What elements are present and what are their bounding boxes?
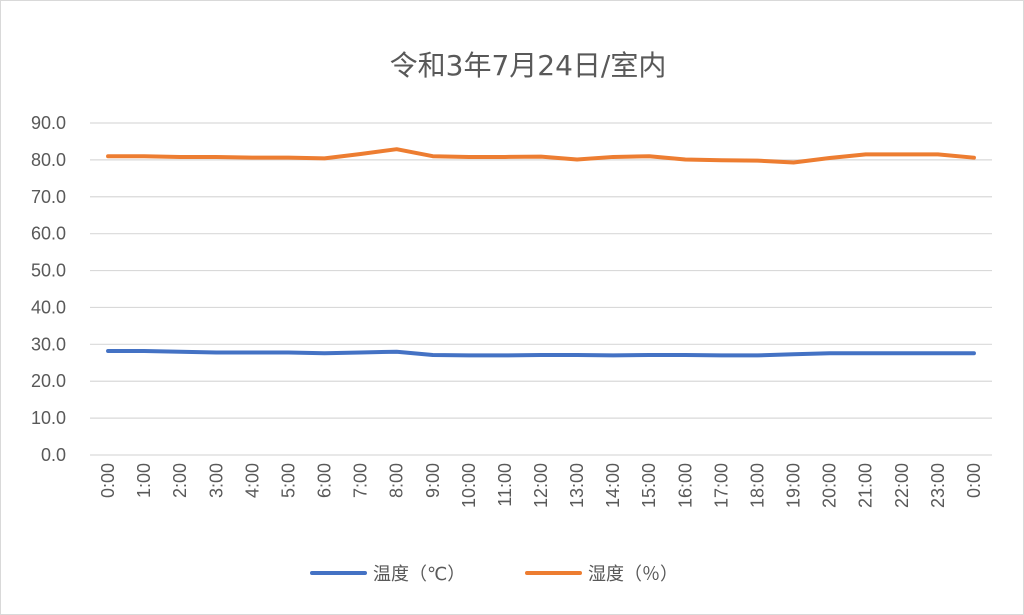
- series-line-0: [106, 348, 976, 358]
- x-tick-label: 7:00: [351, 463, 371, 498]
- x-tick-label: 14:00: [603, 463, 623, 508]
- y-axis-labels: 0.0 10.0 20.0 30.0 40.0 50.0 60.0 70.0 80.0 90.0: [31, 113, 66, 465]
- y-tick-label: 50.0: [31, 261, 66, 281]
- x-tick-label: 0:00: [98, 463, 118, 498]
- x-tick-label: 19:00: [784, 463, 804, 508]
- y-tick-label: 0.0: [41, 445, 66, 465]
- x-tick-label: 0:00: [964, 463, 984, 498]
- y-tick-label: 60.0: [31, 224, 66, 244]
- x-tick-label: 18:00: [747, 463, 767, 508]
- x-tick-label: 2:00: [170, 463, 190, 498]
- x-tick-label: 17:00: [711, 463, 731, 508]
- y-tick-label: 40.0: [31, 297, 66, 317]
- y-tick-label: 20.0: [31, 371, 66, 391]
- x-tick-label: 5:00: [278, 463, 298, 498]
- y-tick-label: 90.0: [31, 113, 66, 133]
- legend-label-1: 湿度（％）: [588, 564, 678, 585]
- x-tick-label: 11:00: [495, 463, 515, 507]
- x-axis-labels: 0:00 1:00 2:00 3:00 4:00 5:00 6:00 7:00 8:00 9:00…: [98, 463, 984, 508]
- x-tick-label: 23:00: [928, 463, 948, 508]
- x-tick-label: 9:00: [423, 463, 443, 498]
- x-tick-label: 10:00: [459, 463, 479, 508]
- x-tick-label: 6:00: [315, 463, 335, 498]
- x-tick-label: 20:00: [820, 463, 840, 508]
- x-tick-label: 13:00: [567, 463, 587, 508]
- x-tick-label: 22:00: [892, 463, 912, 508]
- y-tick-label: 10.0: [31, 408, 66, 428]
- y-tick-label: 70.0: [31, 187, 66, 207]
- y-tick-label: 80.0: [31, 150, 66, 170]
- legend-label-0: 温度（℃）: [373, 564, 465, 585]
- legend: 温度（℃） 湿度（％）: [310, 564, 678, 585]
- series-lines: [106, 147, 976, 358]
- x-tick-label: 3:00: [206, 463, 226, 498]
- series-line-1: [106, 147, 976, 165]
- x-tick-label: 4:00: [242, 463, 262, 498]
- chart-title: 令和3年7月24日/室内: [390, 49, 667, 82]
- x-tick-label: 21:00: [856, 463, 876, 508]
- x-tick-label: 1:00: [134, 463, 154, 498]
- x-tick-label: 12:00: [531, 463, 551, 508]
- x-tick-label: 16:00: [675, 463, 695, 508]
- y-tick-label: 30.0: [31, 334, 66, 354]
- x-tick-label: 8:00: [387, 463, 407, 498]
- gridlines: [90, 122, 992, 456]
- x-tick-label: 15:00: [639, 463, 659, 508]
